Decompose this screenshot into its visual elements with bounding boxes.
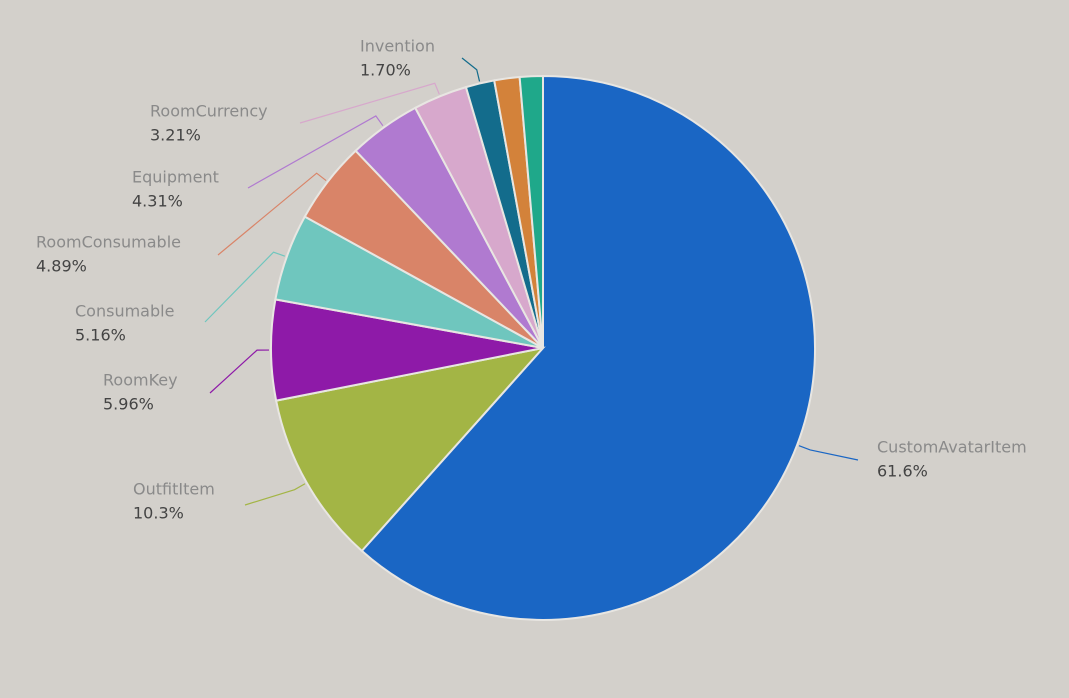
leader-line — [247, 115, 384, 189]
slice-value: 5.16% — [75, 326, 126, 345]
leader-line — [299, 82, 440, 124]
slice-label: Invention — [360, 37, 435, 56]
slice-value: 5.96% — [103, 395, 154, 414]
slice-label: Equipment — [132, 168, 219, 187]
pie-slice — [274, 346, 546, 553]
slice-value: 10.3% — [133, 504, 184, 523]
leader-line — [798, 445, 859, 461]
slice-label: CustomAvatarItem — [877, 438, 1027, 457]
leader-line — [461, 57, 481, 82]
slice-label: RoomKey — [103, 371, 178, 390]
slice-label: Consumable — [75, 302, 174, 321]
slice-label: RoomCurrency — [150, 102, 268, 121]
slice-label: OutfitItem — [133, 480, 215, 499]
leader-line — [209, 349, 270, 394]
slice-value: 1.70% — [360, 61, 411, 80]
slice-value: 4.89% — [36, 257, 87, 276]
slice-value: 4.31% — [132, 192, 183, 211]
leader-line — [204, 251, 286, 323]
leader-line — [244, 483, 306, 506]
pie-slice — [518, 74, 544, 349]
pie-slice — [360, 74, 816, 621]
slice-value: 61.6% — [877, 462, 928, 481]
slice-value: 3.21% — [150, 126, 201, 145]
slice-label: RoomConsumable — [36, 233, 181, 252]
leader-line — [217, 172, 327, 256]
